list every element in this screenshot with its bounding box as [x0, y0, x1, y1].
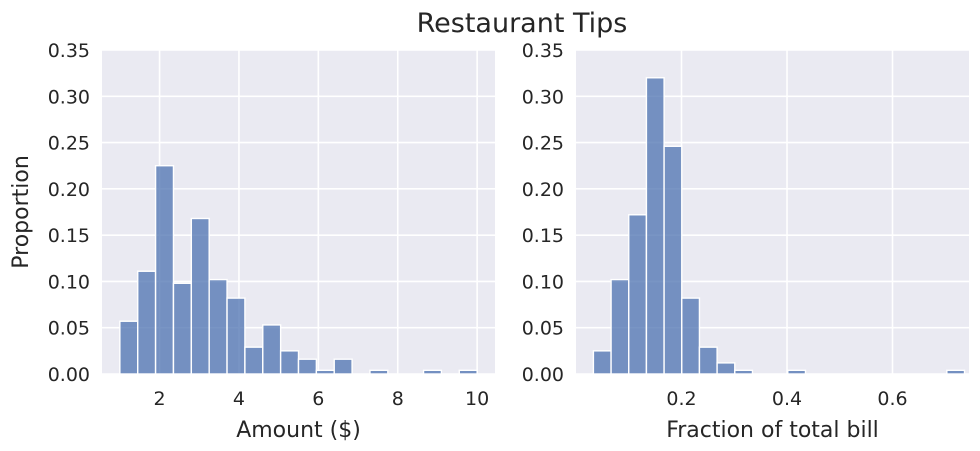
histogram-bar	[244, 346, 264, 375]
histogram-bar	[645, 77, 665, 375]
y-tick-label: 0.25	[48, 133, 90, 155]
histogram-bar	[172, 282, 193, 375]
histogram-bar	[681, 297, 701, 375]
x-tick-label: 4	[233, 388, 245, 410]
x-axis-label: Fraction of total bill	[666, 418, 879, 443]
histogram-bar	[279, 350, 300, 375]
x-tick-label: 10	[465, 388, 489, 410]
histogram-bar	[716, 362, 736, 375]
histogram-bar	[333, 358, 353, 375]
histogram-bar	[154, 165, 175, 375]
histogram-bar	[208, 278, 228, 375]
x-tick-label: 8	[392, 388, 404, 410]
histogram-bar	[663, 145, 683, 375]
y-tick-label: 0.20	[522, 179, 564, 201]
histogram-bar	[787, 369, 807, 375]
figure-title: Restaurant Tips	[417, 8, 628, 39]
y-tick-label: 0.20	[48, 179, 90, 201]
y-tick-label: 0.10	[522, 271, 564, 293]
histogram-bar	[262, 324, 282, 375]
histogram-bar	[137, 270, 157, 375]
histogram-bar	[422, 369, 443, 375]
y-tick-label: 0.05	[522, 318, 564, 340]
x-tick-label: 0.2	[666, 388, 696, 410]
y-tick-label: 0.00	[48, 364, 90, 386]
histogram-bar	[190, 217, 210, 375]
y-tick-label: 0.05	[48, 318, 90, 340]
histogram-bar	[458, 369, 478, 375]
y-tick-label: 0.10	[48, 271, 90, 293]
y-tick-label: 0.00	[522, 364, 564, 386]
histogram-bar	[119, 320, 139, 375]
y-tick-label: 0.15	[522, 225, 564, 247]
histogram-bar	[734, 369, 754, 375]
histogram-bar	[698, 346, 718, 375]
y-tick-label: 0.35	[48, 40, 90, 62]
fraction-histogram-panel: 0.00 0.05 0.10 0.15 0.20 0.25 0.30 0.35 0.2 0.4 0.…	[522, 40, 969, 443]
histogram-bar	[297, 358, 318, 375]
x-tick-label: 0.4	[772, 388, 802, 410]
x-tick-label: 6	[312, 388, 324, 410]
histogram-bar	[226, 297, 246, 375]
x-axis-label: Amount ($)	[236, 418, 361, 443]
histogram-bar	[946, 369, 966, 375]
histogram-bar	[369, 369, 389, 375]
y-axis-label: Proportion	[9, 155, 34, 269]
y-tick-label: 0.25	[522, 133, 564, 155]
histogram-bar	[592, 350, 612, 375]
histogram-bar	[610, 278, 630, 375]
y-tick-label: 0.35	[522, 40, 564, 62]
histogram-bar	[628, 214, 648, 375]
x-tick-label: 2	[154, 388, 166, 410]
y-tick-label: 0.30	[522, 86, 564, 108]
y-tick-label: 0.15	[48, 225, 90, 247]
y-tick-label: 0.30	[48, 86, 90, 108]
x-tick-label: 0.6	[877, 388, 907, 410]
histogram-bar	[315, 369, 335, 375]
amount-histogram-panel: 0.00 0.05 0.10 0.15 0.20 0.25 0.30 0.35 2 4 6 8 10 Am…	[9, 40, 495, 443]
